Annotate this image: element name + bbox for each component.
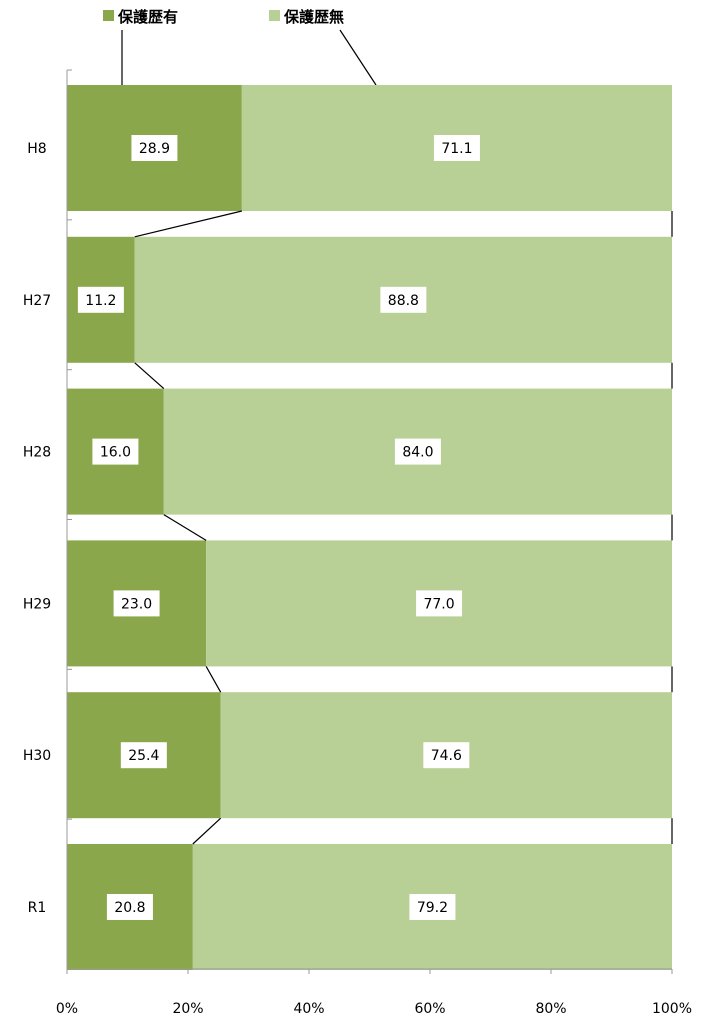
value-label-H8-without-history: 71.1 [441,141,472,157]
x-tick-label-80pct: 80% [535,1001,566,1017]
value-label-H29-without-history: 77.0 [423,596,454,612]
series-line-H28-H29 [163,514,207,541]
value-label-H27-with-history: 11.2 [85,293,116,309]
value-label-box-H28-without-history [394,438,441,465]
value-label-box-H8-with-history [131,135,178,161]
series-lines [134,210,673,845]
value-label-R1-with-history: 20.8 [114,900,145,916]
value-labels: 28.9 71.1 11.2 88.8 16.0 84.0 23.0 77.0 25.4 74.6… [77,135,480,920]
series-line-H8-H27 [134,210,242,238]
value-label-box-R1-without-history [409,894,456,920]
axes: H8 H27 H28 H29 H30 R1 0% 20% 40% 60% 80% 100% [23,69,692,1017]
category-label-H28: H28 [23,445,51,461]
value-label-box-H8-without-history [433,135,480,161]
series-line-H29-H30 [205,666,222,693]
x-tick-label-20pct: 20% [172,1001,203,1017]
value-label-H28-with-history: 16.0 [100,445,131,461]
series-line-H30-R1 [192,817,222,845]
value-label-box-H27-without-history [380,286,427,313]
category-label-H27: H27 [23,293,51,309]
series-line-H27-H28 [134,362,165,390]
legend-label-with-history: 保護歴有 [117,8,178,26]
legend-swatch-with-history [103,10,114,21]
category-label-H30: H30 [23,748,51,764]
legend-label-without-history: 保護歴無 [283,8,344,26]
value-label-box-H28-with-history [92,438,139,465]
value-label-H29-with-history: 23.0 [121,596,152,612]
value-label-box-H30-with-history [120,742,167,769]
legend: 保護歴有 保護歴無 [103,8,377,86]
legend-swatch-without-history [269,10,280,21]
x-tick-label-60pct: 60% [414,1001,445,1017]
category-label-R1: R1 [28,900,47,916]
x-tick-label-0pct: 0% [56,1001,78,1017]
value-label-H30-with-history: 25.4 [128,748,159,764]
bars [67,85,673,970]
value-label-box-H27-with-history [77,286,124,313]
value-label-H30-without-history: 74.6 [431,748,462,764]
legend-leader-without-history [339,29,377,86]
value-label-H27-without-history: 88.8 [388,293,419,309]
value-label-box-R1-with-history [106,894,153,920]
category-label-H8: H8 [27,141,46,157]
value-label-H8-with-history: 28.9 [139,141,170,157]
x-tick-label-100pct: 100% [652,1001,692,1017]
category-label-H29: H29 [23,596,51,612]
value-label-H28-without-history: 84.0 [402,445,433,461]
value-label-box-H29-without-history [416,590,463,617]
value-label-R1-without-history: 79.2 [417,900,448,916]
value-label-box-H29-with-history [113,590,160,617]
x-tick-label-40pct: 40% [293,1001,324,1017]
value-label-box-H30-without-history [423,742,470,769]
